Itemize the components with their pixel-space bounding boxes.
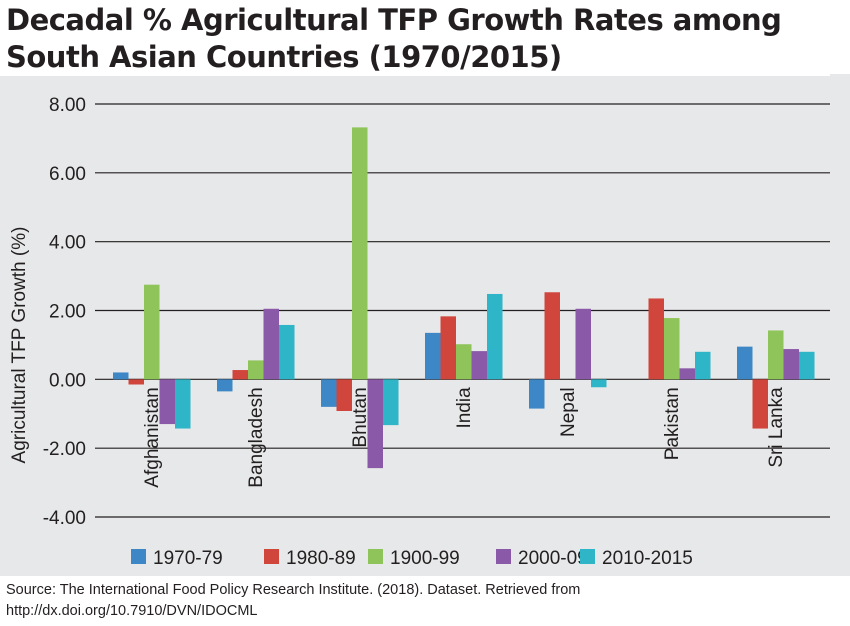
bar-1900-99-Pakistan (664, 318, 680, 380)
category-label: Nepal (558, 387, 579, 437)
legend-label: 1980-89 (286, 548, 356, 569)
bar-1900-99-Bangladesh (248, 360, 264, 380)
bar-2000-09-Sri Lanka (783, 349, 799, 380)
bar-2010-2015-Sri Lanka (799, 351, 815, 380)
bar-2010-2015-Nepal (591, 379, 607, 388)
category-label: Afghanistan (142, 387, 163, 487)
category-label: Bangladesh (246, 387, 267, 487)
legend-label: 2000-09 (518, 548, 588, 569)
bar-1900-99-Afghanistan (144, 284, 160, 380)
bar-chart: 8.00 6.00 4.00 2.00 0.00 -2.00 -4.00 Agricultu… (9, 95, 830, 569)
category-label: Sri Lanka (766, 387, 787, 468)
bar-2000-09-Bhutan (367, 379, 383, 469)
bar-2010-2015-Afghanistan (175, 379, 191, 429)
bar-2000-09-India (471, 351, 487, 380)
bar-2010-2015-India (487, 293, 503, 380)
category-label: Bhutan (350, 387, 371, 447)
bar-2000-09-Pakistan (679, 368, 695, 380)
chart-panel (0, 74, 850, 576)
y-axis-label: Agricultural TFP Growth (%) (9, 227, 30, 464)
bar-2010-2015-Bhutan (383, 379, 399, 426)
bar-2000-09-Afghanistan (159, 379, 175, 425)
source-note: Source: The International Food Policy Re… (6, 580, 844, 622)
bar-1980-89-Pakistan (648, 298, 664, 380)
bar-1900-99-India (456, 344, 472, 380)
bar-2010-2015-Bangladesh (279, 324, 295, 380)
y-tick-label: 2.00 (49, 302, 86, 323)
legend-swatch (131, 549, 146, 564)
y-tick-label: 4.00 (49, 233, 86, 254)
legend-label: 2010-2015 (602, 548, 693, 569)
bar-1980-89-Sri Lanka (752, 379, 768, 429)
bar-1980-89-Afghanistan (128, 379, 144, 385)
y-tick-label: 0.00 (49, 370, 86, 391)
y-tick-label: 8.00 (49, 95, 86, 116)
bar-1980-89-Bangladesh (232, 370, 248, 380)
source-line-2: http://dx.doi.org/10.7910/DVN/IDOCML (6, 603, 258, 619)
category-labels: Afghanistan Bangladesh Bhutan India Nepal Pak… (142, 387, 787, 488)
bar-1970-79-India (425, 332, 441, 380)
bar-1980-89-Nepal (544, 292, 560, 380)
legend-swatch (580, 549, 595, 564)
bar-1900-99-Bhutan (352, 127, 368, 380)
legend-label: 1970-79 (153, 548, 223, 569)
y-tick-labels: 8.00 6.00 4.00 2.00 0.00 -2.00 -4.00 (43, 95, 86, 529)
bar-2010-2015-Pakistan (695, 351, 711, 380)
bar-2000-09-Nepal (575, 308, 591, 380)
panel-edge (0, 74, 830, 76)
chart-title: Decadal % Agricultural TFP Growth Rates … (6, 2, 846, 76)
y-tick-label: 6.00 (49, 164, 86, 185)
bar-1970-79-Bhutan (321, 379, 337, 407)
legend: 1970-79 1980-89 1900-99 2000-09 2010-2015 (131, 548, 693, 569)
bar-1980-89-India (440, 316, 456, 380)
chart-title-line-2: South Asian Countries (1970/2015) (6, 40, 562, 74)
category-label: India (454, 387, 475, 429)
bar-1970-79-Nepal (529, 379, 545, 409)
y-tick-label: -2.00 (43, 439, 86, 460)
bar-1970-79-Sri Lanka (737, 346, 753, 380)
bars (113, 127, 815, 469)
y-tick-label: -4.00 (43, 508, 86, 529)
legend-label: 1900-99 (390, 548, 460, 569)
bar-1980-89-Bhutan (336, 379, 352, 411)
source-line-1: Source: The International Food Policy Re… (6, 582, 581, 598)
legend-swatch (368, 549, 383, 564)
bar-1970-79-Afghanistan (113, 372, 129, 380)
gridlines (95, 103, 830, 518)
bar-2000-09-Bangladesh (263, 308, 279, 380)
chart-title-line-1: Decadal % Agricultural TFP Growth Rates … (6, 3, 782, 37)
bar-1970-79-Bangladesh (217, 379, 233, 392)
legend-swatch (496, 549, 511, 564)
legend-swatch (264, 549, 279, 564)
category-label: Pakistan (662, 387, 683, 460)
bar-1900-99-Sri Lanka (768, 330, 784, 380)
